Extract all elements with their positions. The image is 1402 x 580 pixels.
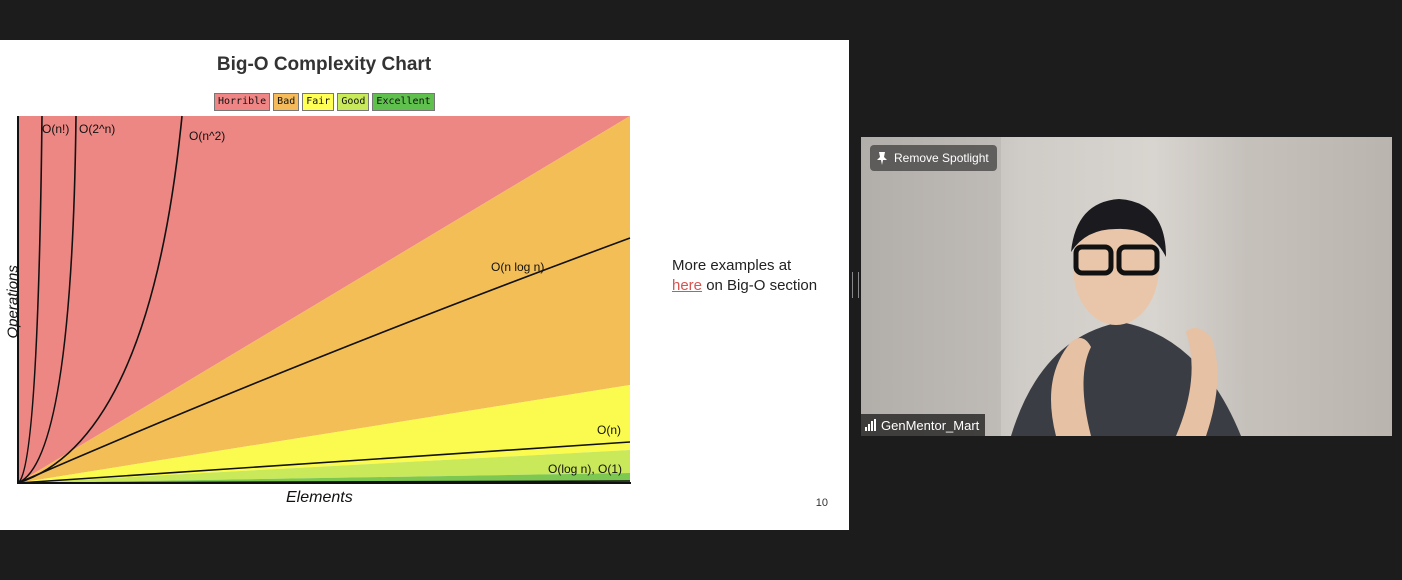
more-examples-note: More examples at here on Big-O section xyxy=(672,256,822,296)
slide-page-number: 10 xyxy=(815,497,828,509)
label-log-const: O(log n), O(1) xyxy=(548,462,623,476)
remove-spotlight-button[interactable]: Remove Spotlight xyxy=(870,145,997,171)
label-linear: O(n) xyxy=(597,423,621,437)
label-factorial: O(n!) xyxy=(42,122,70,136)
label-nlogn: O(n log n) xyxy=(491,260,545,274)
region-fair xyxy=(18,385,630,483)
chart-title: Big-O Complexity Chart xyxy=(216,54,432,75)
region-good xyxy=(18,450,630,483)
label-quadratic: O(n^2) xyxy=(189,129,226,143)
x-axis-label: Elements xyxy=(286,489,353,506)
legend-item-good: Good xyxy=(337,93,370,111)
note-text-before: More examples at xyxy=(672,257,792,274)
here-link[interactable]: here xyxy=(672,277,703,294)
legend-item-excellent: Excellent xyxy=(372,93,435,111)
panel-resize-handle[interactable] xyxy=(852,272,859,298)
complexity-chart xyxy=(17,115,631,484)
label-exponential: O(2^n) xyxy=(79,122,116,136)
region-bad xyxy=(18,116,630,483)
participant-video[interactable]: Remove Spotlight GenMentor_Mart xyxy=(861,137,1392,436)
note-text-after: on Big-O section xyxy=(706,277,818,294)
participant-silhouette xyxy=(861,137,1392,436)
legend-item-fair: Fair xyxy=(302,93,335,111)
pin-icon xyxy=(877,152,887,165)
signal-bars-icon xyxy=(865,419,876,431)
legend-item-horrible: Horrible xyxy=(214,93,271,111)
remove-spotlight-label: Remove Spotlight xyxy=(894,151,989,165)
shared-slide: Big-O Complexity Chart Horrible Bad Fair… xyxy=(0,40,849,530)
participant-name: GenMentor_Mart xyxy=(881,417,980,433)
region-excellent xyxy=(18,473,630,483)
complexity-legend: Horrible Bad Fair Good Excellent xyxy=(214,93,435,111)
legend-item-bad: Bad xyxy=(273,93,300,111)
curve-nlogn xyxy=(17,237,631,484)
curve-exponential xyxy=(17,115,77,484)
curve-factorial xyxy=(17,115,43,484)
y-axis-label: Operations xyxy=(4,265,22,339)
participant-name-tag: GenMentor_Mart xyxy=(861,414,986,436)
curve-quadratic xyxy=(17,115,183,484)
curve-linear xyxy=(17,441,631,484)
